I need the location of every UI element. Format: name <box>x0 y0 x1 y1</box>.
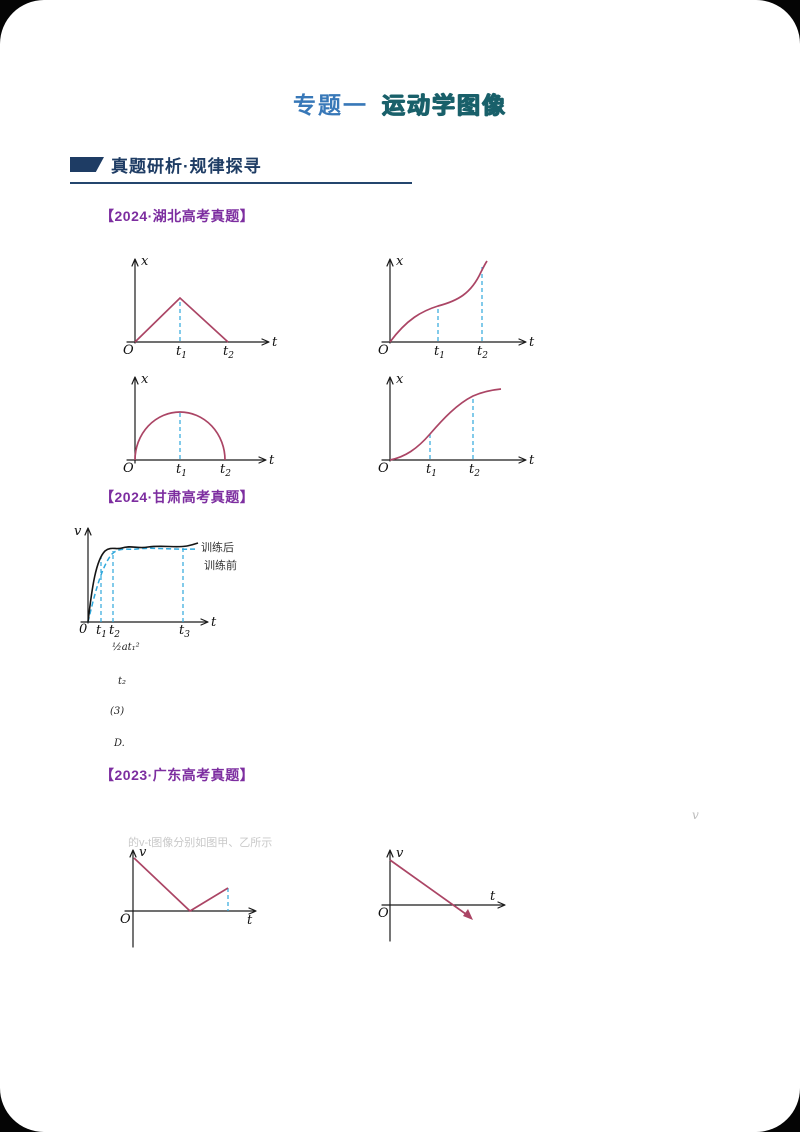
position-curve <box>389 388 502 461</box>
text-fragment: D. <box>114 738 125 749</box>
faint-variable: v <box>692 808 699 822</box>
y-axis-arrow <box>386 376 394 385</box>
faint-text-line: 的v-t图像分别如图甲、乙所示 <box>128 837 273 849</box>
curve-end-arrowhead <box>463 909 473 920</box>
tick-t1: t1 <box>176 462 187 479</box>
tick-t1: t1 <box>426 462 437 479</box>
origin-label: O <box>123 461 134 476</box>
y-axis-arrow <box>386 258 394 267</box>
graph-xt-arc: x O t t1 t2 <box>123 372 275 479</box>
axis-label-x: x <box>396 372 404 387</box>
y-axis-arrow <box>131 258 139 267</box>
graph-vt-v-shape: v O t <box>120 845 257 948</box>
origin-label: O <box>120 912 131 927</box>
velocity-curve <box>389 859 471 918</box>
graph-xt-accelerating: x O t t1 t2 <box>378 254 535 361</box>
axis-label-x: x <box>141 254 149 269</box>
axis-label-t: t <box>247 913 253 928</box>
text-fragment: (3) <box>110 706 125 717</box>
velocity-curve <box>133 857 229 913</box>
tick-t1: t1 <box>96 623 107 640</box>
axis-label-v: v <box>396 846 404 861</box>
flag-icon <box>70 157 104 172</box>
page-title-prefix: 专题一 <box>293 92 368 118</box>
page-title: 专题一 运动学图像 <box>0 86 800 120</box>
axis-label-t: t <box>272 335 278 350</box>
tick-t2: t2 <box>220 462 231 479</box>
y-axis-arrow <box>84 527 92 536</box>
axis-label-v: v <box>139 845 147 860</box>
axis-label-v: v <box>74 524 82 539</box>
origin-label: O <box>378 906 389 921</box>
origin-label: 0 <box>79 622 87 637</box>
axis-label-t: t <box>211 615 217 630</box>
graph-vt-training: v 0 t t1 t2 t3 训练后 训练前 <box>74 524 237 640</box>
text-fragment: ½at₁² <box>112 642 140 653</box>
question2-source-label: 【2024·甘肃高考真题】 <box>100 489 255 505</box>
tick-t2: t2 <box>109 623 120 640</box>
position-curve <box>134 296 229 343</box>
tick-t1: t1 <box>176 344 187 361</box>
x-axis-arrow <box>518 338 527 346</box>
before-training-label: 训练前 <box>204 558 237 572</box>
axis-label-x: x <box>396 254 404 269</box>
origin-label: O <box>378 461 389 476</box>
y-axis-arrow <box>386 849 394 858</box>
page-title-topic: 运动学图像 <box>382 92 507 118</box>
origin-label: O <box>123 343 134 358</box>
question1-source-label: 【2024·湖北高考真题】 <box>100 208 255 224</box>
before-training-curve <box>87 547 199 623</box>
graph-xt-scurve: x O t t1 t2 <box>378 372 535 479</box>
tick-t2: t2 <box>223 344 234 361</box>
x-axis-arrow <box>518 456 527 464</box>
x-axis-arrow <box>200 618 209 626</box>
after-training-curve <box>87 542 199 623</box>
y-axis-arrow <box>131 376 139 385</box>
tick-t2: t2 <box>477 344 488 361</box>
graph-vt-crossing-zero: v O t <box>378 846 506 942</box>
x-axis-arrow <box>248 907 257 915</box>
y-axis-arrow <box>129 849 137 858</box>
x-axis-arrow <box>497 901 506 909</box>
axis-label-x: x <box>141 372 149 387</box>
tick-t3: t3 <box>179 623 190 640</box>
position-curve <box>389 260 488 343</box>
x-axis-arrow <box>261 338 270 346</box>
axis-label-t: t <box>529 453 535 468</box>
axis-label-t: t <box>529 335 535 350</box>
axis-label-t: t <box>269 453 275 468</box>
section-header: 真题研析·规律探寻 <box>70 152 412 184</box>
position-curve <box>134 411 226 461</box>
text-fragment: t₂ <box>118 676 127 687</box>
origin-label: O <box>378 343 389 358</box>
graph-xt-triangle: x O t t1 t2 <box>123 254 278 361</box>
tick-t1: t1 <box>434 344 445 361</box>
section-title: 真题研析·规律探寻 <box>111 157 262 176</box>
axis-label-t: t <box>490 889 496 904</box>
question3-source-label: 【2023·广东高考真题】 <box>100 767 255 783</box>
after-training-label: 训练后 <box>201 540 234 554</box>
x-axis-arrow <box>258 456 267 464</box>
tick-t2: t2 <box>469 462 480 479</box>
